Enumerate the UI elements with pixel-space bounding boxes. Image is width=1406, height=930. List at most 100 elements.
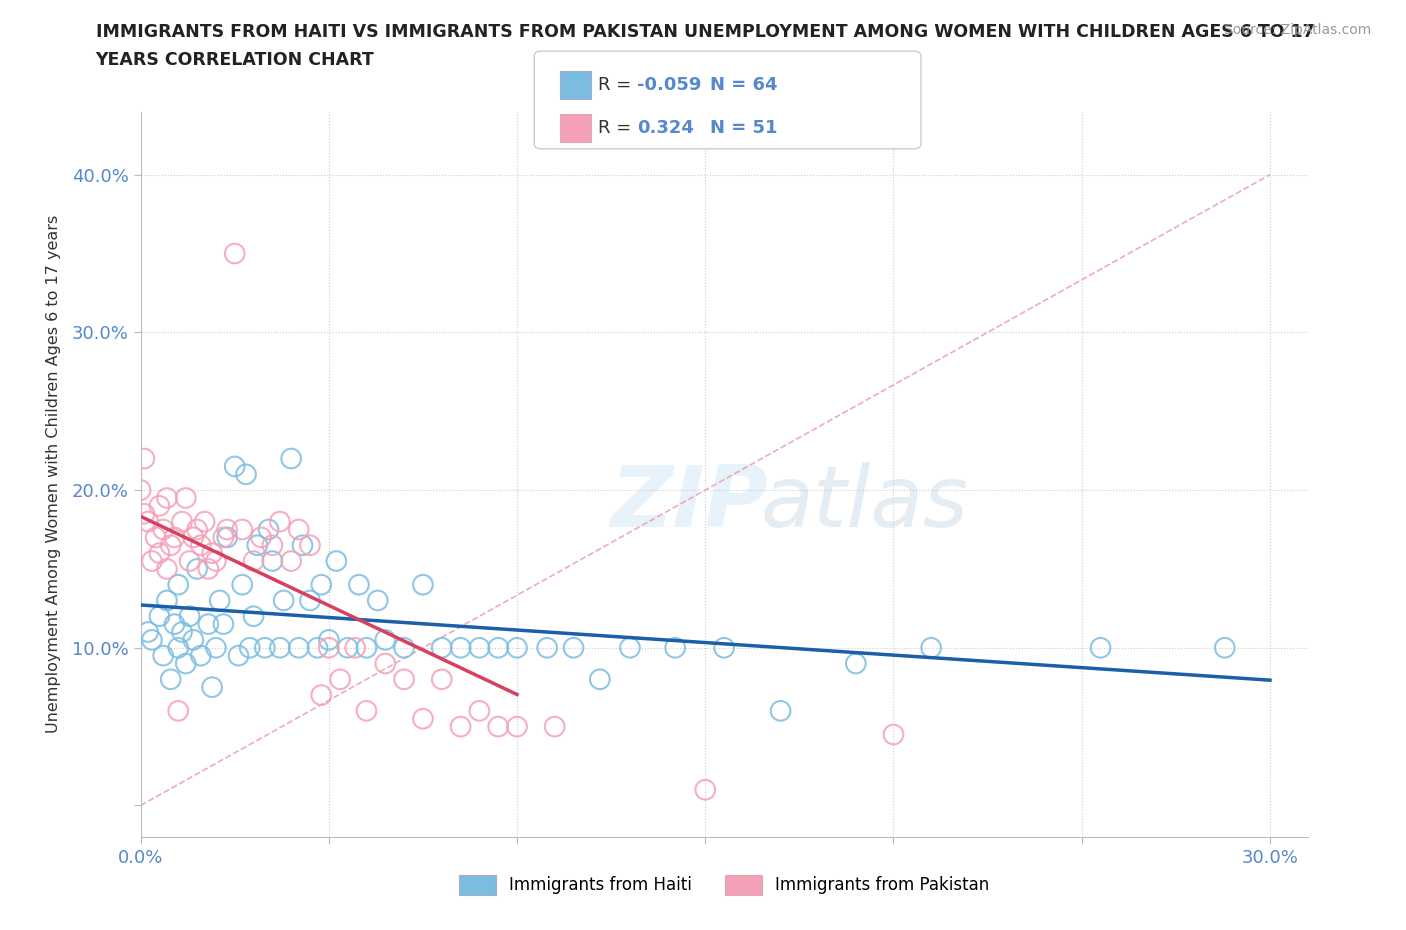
- Point: [181, 530, 204, 545]
- Point: [194, 514, 217, 529]
- Point: [262, 553, 284, 568]
- Text: 0.324: 0.324: [637, 119, 693, 138]
- Text: atlas: atlas: [761, 462, 969, 545]
- Point: [713, 641, 735, 656]
- Point: [242, 553, 264, 568]
- Point: [181, 632, 204, 647]
- Point: [311, 687, 333, 702]
- Point: [239, 641, 262, 656]
- Point: [262, 538, 284, 552]
- Point: [589, 671, 612, 686]
- Point: [156, 490, 179, 505]
- Point: [224, 246, 246, 261]
- Point: [486, 641, 509, 656]
- Point: [148, 498, 170, 513]
- Point: [224, 459, 246, 474]
- Point: [450, 641, 472, 656]
- Point: [186, 522, 208, 537]
- Point: [212, 617, 235, 631]
- Point: [450, 719, 472, 734]
- Point: [329, 671, 352, 686]
- Point: [242, 609, 264, 624]
- Point: [136, 514, 159, 529]
- Point: [318, 641, 340, 656]
- Point: [298, 593, 321, 608]
- Point: [159, 671, 181, 686]
- Point: [170, 514, 193, 529]
- Point: [392, 641, 415, 656]
- Legend: Immigrants from Haiti, Immigrants from Pakistan: Immigrants from Haiti, Immigrants from P…: [453, 869, 995, 901]
- Point: [430, 641, 453, 656]
- Point: [235, 467, 257, 482]
- Point: [201, 546, 224, 561]
- Point: [170, 625, 193, 640]
- Point: [367, 593, 389, 608]
- Point: [141, 553, 163, 568]
- Point: [145, 530, 167, 545]
- Text: R =: R =: [598, 76, 637, 94]
- Point: [392, 671, 415, 686]
- Point: [664, 641, 686, 656]
- Point: [430, 671, 453, 686]
- Point: [134, 506, 156, 521]
- Point: [257, 522, 280, 537]
- Point: [167, 641, 190, 656]
- Point: [152, 522, 174, 537]
- Point: [205, 641, 228, 656]
- Point: [167, 703, 190, 718]
- Point: [246, 538, 269, 552]
- Point: [217, 522, 239, 537]
- Point: [374, 632, 396, 647]
- Text: Source: ZipAtlas.com: Source: ZipAtlas.com: [1223, 23, 1371, 37]
- Text: R =: R =: [598, 119, 637, 138]
- Point: [228, 648, 250, 663]
- Point: [159, 538, 181, 552]
- Text: IMMIGRANTS FROM HAITI VS IMMIGRANTS FROM PAKISTAN UNEMPLOYMENT AMONG WOMEN WITH : IMMIGRANTS FROM HAITI VS IMMIGRANTS FROM…: [96, 23, 1315, 41]
- Point: [347, 578, 370, 592]
- Point: [156, 562, 179, 577]
- Point: [148, 609, 170, 624]
- Point: [174, 656, 197, 671]
- Point: [486, 719, 509, 734]
- Point: [412, 578, 434, 592]
- Point: [506, 641, 529, 656]
- Text: N = 51: N = 51: [710, 119, 778, 138]
- Point: [291, 538, 314, 552]
- Point: [141, 632, 163, 647]
- Point: [186, 562, 208, 577]
- Point: [356, 641, 378, 656]
- Point: [163, 617, 186, 631]
- Point: [356, 703, 378, 718]
- Point: [208, 593, 231, 608]
- Point: [506, 719, 529, 734]
- Point: [374, 656, 396, 671]
- Point: [134, 451, 156, 466]
- Point: [197, 617, 219, 631]
- Point: [167, 578, 190, 592]
- Point: [845, 656, 868, 671]
- Point: [1213, 641, 1236, 656]
- Point: [695, 782, 717, 797]
- Point: [197, 562, 219, 577]
- Point: [536, 641, 558, 656]
- Point: [179, 609, 201, 624]
- Point: [1090, 641, 1112, 656]
- Point: [280, 451, 302, 466]
- Point: [205, 553, 228, 568]
- Point: [269, 641, 291, 656]
- Point: [152, 648, 174, 663]
- Point: [344, 641, 367, 656]
- Point: [231, 522, 253, 537]
- Point: [163, 530, 186, 545]
- Point: [148, 546, 170, 561]
- Text: -0.059: -0.059: [637, 76, 702, 94]
- Point: [212, 530, 235, 545]
- Point: [468, 641, 491, 656]
- Point: [412, 711, 434, 726]
- Point: [190, 538, 212, 552]
- Point: [287, 641, 309, 656]
- Text: YEARS CORRELATION CHART: YEARS CORRELATION CHART: [96, 51, 374, 69]
- Point: [325, 553, 347, 568]
- Point: [468, 703, 491, 718]
- Text: ZIP: ZIP: [610, 462, 768, 545]
